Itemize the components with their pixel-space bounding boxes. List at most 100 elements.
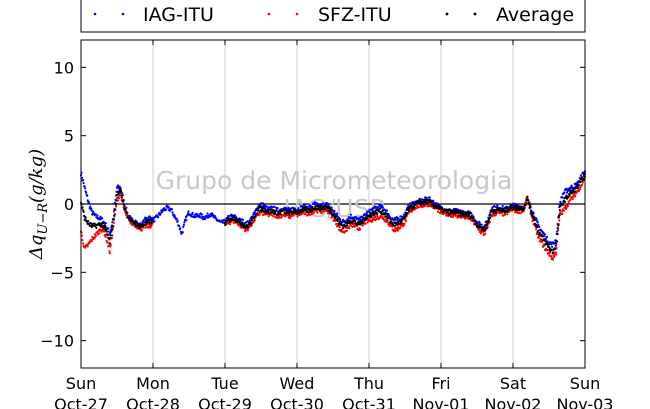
point-average-78 <box>120 190 123 193</box>
point-sfz-itu-808 <box>567 200 570 203</box>
point-iag-itu-4 <box>82 179 85 182</box>
point-iag-itu-954 <box>570 184 573 187</box>
x-tick-day-0: Sun <box>66 374 96 393</box>
point-sfz-itu-117 <box>140 227 143 230</box>
point-average-497 <box>407 207 410 210</box>
point-average-551 <box>435 204 438 207</box>
point-average-276 <box>293 208 296 211</box>
point-average-705 <box>514 204 517 207</box>
point-average-219 <box>264 209 267 212</box>
point-average-192 <box>250 219 253 222</box>
point-average-782 <box>554 248 557 251</box>
point-iag-itu-10 <box>85 191 88 194</box>
point-iag-itu-7 <box>83 185 86 188</box>
point-sfz-itu-799 <box>562 209 566 212</box>
point-average-393 <box>354 219 357 222</box>
point-average-204 <box>256 209 259 212</box>
point-average-713 <box>518 205 521 209</box>
point-iag-itu-376 <box>273 205 276 208</box>
point-average-58 <box>109 234 112 237</box>
point-sfz-itu-392 <box>353 225 356 228</box>
point-average-64 <box>112 218 115 221</box>
point-average-80 <box>121 194 124 197</box>
point-average-709 <box>516 205 519 208</box>
point-sfz-itu-3 <box>81 239 84 242</box>
x-tick-day-5: Fri <box>431 374 450 393</box>
legend-marker-iag-itu-b <box>121 12 125 16</box>
point-sfz-itu-767 <box>546 249 549 252</box>
point-average-729 <box>526 199 530 202</box>
point-average-363 <box>338 220 341 224</box>
point-average-436 <box>376 212 379 216</box>
point-sfz-itu-684 <box>503 213 506 216</box>
point-sfz-itu-328 <box>320 211 323 215</box>
point-sfz-itu-417 <box>366 221 369 224</box>
point-iag-itu-186 <box>175 217 178 221</box>
point-sfz-itu-207 <box>258 213 261 216</box>
y-tick-label-0: 10 <box>54 58 74 77</box>
point-iag-itu-235 <box>200 213 203 216</box>
point-average-265 <box>288 214 291 217</box>
point-average-202 <box>255 212 258 215</box>
legend-item-sfz-itu: SFZ-ITU <box>267 4 392 26</box>
point-average-339 <box>326 207 329 210</box>
point-iag-itu-193 <box>179 227 182 230</box>
point-sfz-itu-513 <box>415 207 418 210</box>
point-iag-itu-498 <box>336 212 339 215</box>
point-iag-itu-279 <box>223 218 226 221</box>
watermark: Grupo de Micrometeorologia IAG/USP <box>156 166 513 223</box>
y-axis-label-subscript: U−R <box>36 203 51 235</box>
point-average-334 <box>323 207 326 210</box>
point-sfz-itu-125 <box>144 226 147 229</box>
point-average-77 <box>119 188 122 191</box>
legend-label-sfz-itu: SFZ-ITU <box>318 4 392 26</box>
point-sfz-itu-198 <box>253 218 256 222</box>
point-average-326 <box>319 204 322 207</box>
point-sfz-itu-45 <box>103 230 106 233</box>
point-sfz-itu-638 <box>480 232 483 235</box>
point-average-165 <box>236 221 239 224</box>
point-sfz-itu-491 <box>404 218 407 221</box>
point-average-835 <box>581 176 584 179</box>
point-average-667 <box>494 211 498 214</box>
point-average-831 <box>579 181 582 184</box>
x-tick-date-0: Oct-27 <box>54 395 108 409</box>
point-average-623 <box>472 216 475 219</box>
point-iag-itu-493 <box>333 210 336 213</box>
point-average-734 <box>529 205 532 208</box>
point-average-42 <box>101 222 104 225</box>
legend-label-iag-itu: IAG-ITU <box>143 4 214 26</box>
x-tick-day-6: Sat <box>500 374 526 393</box>
point-sfz-itu-646 <box>484 232 487 235</box>
point-average-460 <box>388 217 391 220</box>
point-average-629 <box>475 221 478 225</box>
point-sfz-itu-185 <box>247 229 250 232</box>
point-average-498 <box>408 209 411 212</box>
point-average-235 <box>272 209 275 212</box>
point-average-185 <box>247 226 250 229</box>
point-average-82 <box>122 199 125 202</box>
point-sfz-itu-74 <box>118 197 121 200</box>
point-sfz-itu-489 <box>403 222 406 225</box>
point-average-687 <box>505 207 508 210</box>
point-average-50 <box>105 230 108 233</box>
point-sfz-itu-234 <box>272 215 275 218</box>
point-average-345 <box>329 208 332 211</box>
point-iag-itu-471 <box>322 202 325 205</box>
point-iag-itu-178 <box>171 211 174 214</box>
point-average-821 <box>574 190 577 193</box>
point-sfz-itu-310 <box>311 212 314 215</box>
point-iag-itu-585 <box>380 204 383 207</box>
point-sfz-itu-388 <box>351 225 354 229</box>
point-average-786 <box>556 232 559 235</box>
x-tick-date-6: Nov-02 <box>485 395 542 409</box>
point-sfz-itu-554 <box>436 210 439 213</box>
point-sfz-itu-774 <box>550 255 553 258</box>
point-iag-itu-612 <box>394 218 397 222</box>
point-average-626 <box>473 219 476 222</box>
point-iag-itu-885 <box>535 217 538 220</box>
point-average-139 <box>151 219 154 222</box>
point-iag-itu-916 <box>551 245 554 248</box>
point-iag-itu-199 <box>182 225 185 228</box>
point-sfz-itu-558 <box>438 211 442 215</box>
